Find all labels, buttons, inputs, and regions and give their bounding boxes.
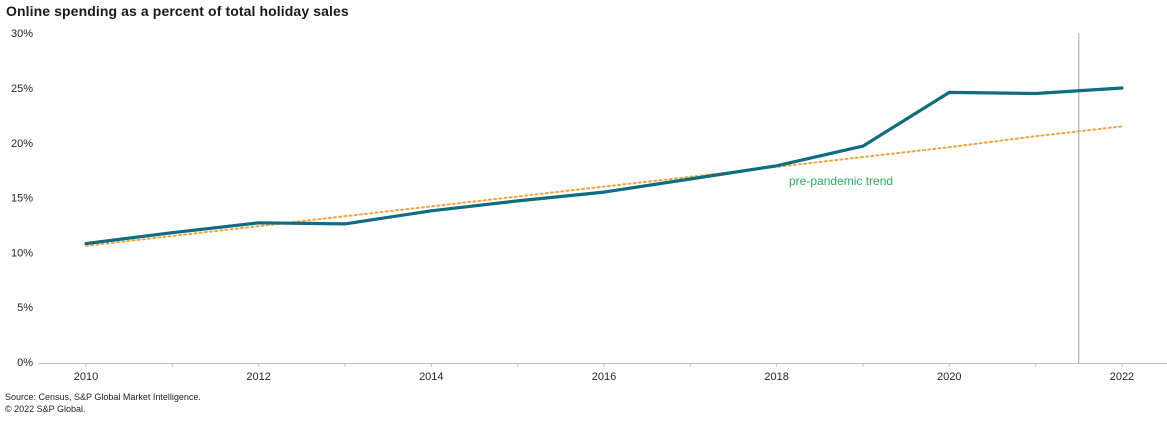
x-axis-label: 2010 xyxy=(74,371,98,383)
x-axis-label: 2014 xyxy=(419,371,443,383)
x-axis-label: 2018 xyxy=(764,371,788,383)
x-axis-label: 2022 xyxy=(1110,371,1134,383)
y-axis-label: 5% xyxy=(17,302,33,314)
y-axis-label: 10% xyxy=(11,247,33,259)
series-line-trend xyxy=(85,125,1123,247)
x-axis-label: 2020 xyxy=(937,371,961,383)
y-axis-label: 30% xyxy=(11,28,33,40)
y-axis-label: 20% xyxy=(11,138,33,150)
chart-title: Online spending as a percent of total ho… xyxy=(6,3,349,19)
y-axis-label: 25% xyxy=(11,83,33,95)
x-axis-label: 2012 xyxy=(246,371,270,383)
x-axis-label: 2016 xyxy=(592,371,616,383)
y-axis-label: 15% xyxy=(11,193,33,205)
y-axis-label: 0% xyxy=(17,357,33,369)
copyright-note: © 2022 S&P Global. xyxy=(5,404,86,414)
series-line-actual xyxy=(84,86,1124,246)
source-note: Source: Census, S&P Global Market Intell… xyxy=(5,392,201,402)
trend-annotation-label: pre-pandemic trend xyxy=(789,174,894,188)
